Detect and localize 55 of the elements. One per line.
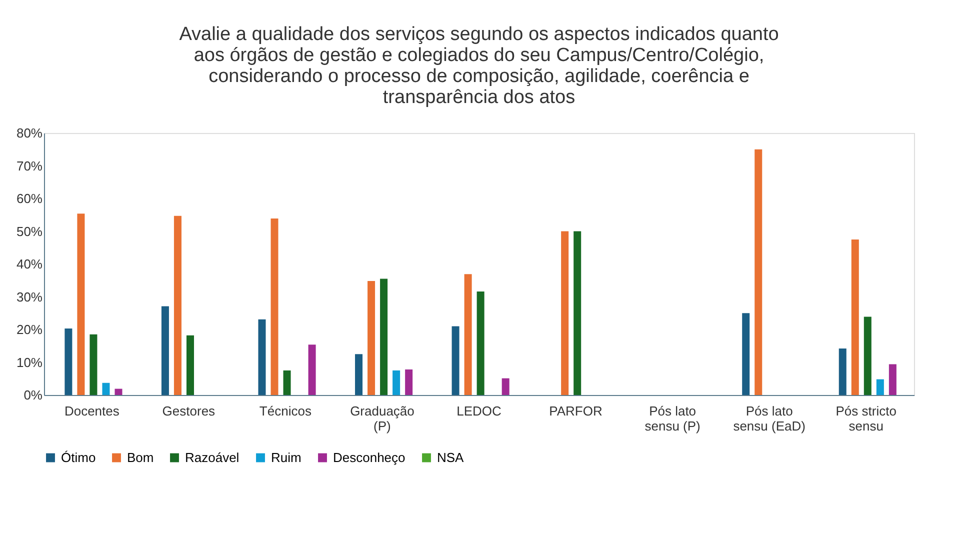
bar (270, 218, 278, 395)
x-tick-label: Gestores (162, 404, 216, 418)
bar (283, 370, 291, 395)
y-tick-label: 30% (16, 289, 43, 304)
bar (452, 326, 460, 395)
x-tick-label: Graduação (P) (350, 404, 414, 434)
bar (864, 316, 872, 395)
bar (90, 334, 98, 395)
y-tick-label: 70% (16, 158, 43, 174)
y-tick-label: 60% (16, 191, 43, 206)
bar (476, 292, 484, 395)
x-tick-label: LEDOC (456, 404, 502, 418)
bar (186, 335, 194, 395)
bar (161, 306, 169, 395)
x-tick-label: Docentes (64, 404, 120, 418)
bar (174, 216, 182, 395)
bar (888, 364, 896, 395)
x-tick-label: Pós lato sensu (EaD) (733, 404, 806, 434)
bar (392, 370, 400, 395)
legend-label: Bom (127, 450, 154, 465)
legend-label: Desconheço (333, 450, 406, 465)
legend-label: NSA (437, 450, 464, 465)
y-tick-label: 20% (16, 322, 43, 337)
y-tick-label: 50% (16, 224, 43, 239)
bar (102, 382, 110, 395)
legend-label: Razoável (185, 450, 240, 465)
bar (502, 378, 510, 395)
bar (380, 278, 388, 395)
bar (368, 281, 376, 395)
y-tick-label: 0% (24, 388, 43, 402)
bar (851, 239, 859, 395)
bar (355, 354, 363, 395)
bar (64, 328, 72, 395)
x-tick-label: PARFOR (549, 404, 602, 418)
bar (405, 369, 413, 395)
bar (464, 274, 472, 395)
y-tick-label: 10% (16, 354, 43, 370)
x-tick-label: Pós lato sensu (P) (644, 404, 700, 434)
bar (742, 313, 750, 395)
bar (258, 319, 266, 395)
x-tick-label: Técnicos (259, 404, 312, 418)
bar (114, 388, 122, 395)
bar (561, 231, 569, 395)
bar (77, 214, 85, 395)
chart-title: Avalie a qualidade dos serviços segundo os aspectos indicados quanto aos órgãos de gestão e colegiados do seu Campus/Centro/Colégio, considerando o processo de composição, agilidade, coerência e transparência dos atos (179, 24, 779, 108)
x-tick-label: Pós stricto sensu (836, 404, 896, 434)
legend-label: Ótimo (61, 450, 96, 465)
y-tick-label: 80% (16, 126, 43, 140)
bar (876, 379, 884, 395)
y-tick-label: 40% (16, 256, 43, 272)
bar (754, 149, 762, 395)
bar (308, 344, 316, 395)
bar (574, 231, 582, 395)
bar (838, 348, 846, 395)
legend-label: Ruim (271, 450, 302, 465)
